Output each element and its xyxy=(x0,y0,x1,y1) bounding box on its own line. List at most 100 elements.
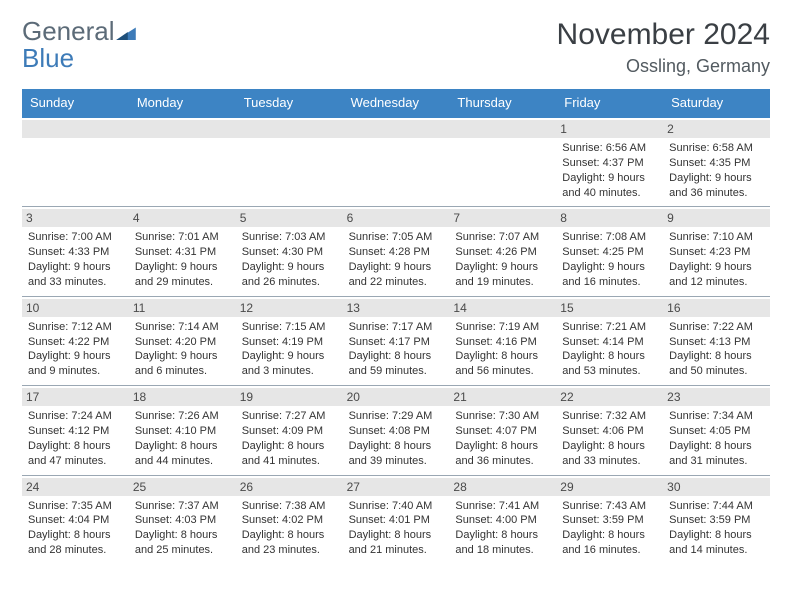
day-number: 12 xyxy=(236,299,343,317)
daylight-text-2: and 3 minutes. xyxy=(242,364,337,379)
sunset-text: Sunset: 4:17 PM xyxy=(349,335,444,350)
day-info: Sunrise: 7:14 AMSunset: 4:20 PMDaylight:… xyxy=(135,320,230,379)
empty-cell xyxy=(236,118,343,206)
day-header: Thursday xyxy=(449,89,556,116)
day-info: Sunrise: 7:30 AMSunset: 4:07 PMDaylight:… xyxy=(455,409,550,468)
day-cell: 3Sunrise: 7:00 AMSunset: 4:33 PMDaylight… xyxy=(22,207,129,295)
week-row: 1Sunrise: 6:56 AMSunset: 4:37 PMDaylight… xyxy=(22,118,770,207)
day-number: 7 xyxy=(449,209,556,227)
daylight-text-1: Daylight: 8 hours xyxy=(28,528,123,543)
sunset-text: Sunset: 4:00 PM xyxy=(455,513,550,528)
sunset-text: Sunset: 4:35 PM xyxy=(669,156,764,171)
daylight-text-1: Daylight: 8 hours xyxy=(242,439,337,454)
day-info: Sunrise: 7:10 AMSunset: 4:23 PMDaylight:… xyxy=(669,230,764,289)
day-number: 20 xyxy=(343,388,450,406)
day-info: Sunrise: 7:24 AMSunset: 4:12 PMDaylight:… xyxy=(28,409,123,468)
day-cell: 5Sunrise: 7:03 AMSunset: 4:30 PMDaylight… xyxy=(236,207,343,295)
day-cell: 11 Sunrise: 7:14 AMSunset: 4:20 PMDayligh… xyxy=(129,297,236,385)
day-number: 11 xyxy=(129,299,236,317)
daylight-text-2: and 56 minutes. xyxy=(455,364,550,379)
day-cell: 13 Sunrise: 7:17 AMSunset: 4:17 PMDayligh… xyxy=(343,297,450,385)
day-number: 24 xyxy=(22,478,129,496)
day-number: 23 xyxy=(663,388,770,406)
day-number: 3 xyxy=(22,209,129,227)
daylight-text-1: Daylight: 8 hours xyxy=(669,439,764,454)
empty-cell xyxy=(343,118,450,206)
daylight-text-1: Daylight: 9 hours xyxy=(28,349,123,364)
day-header: Monday xyxy=(129,89,236,116)
day-number: 29 xyxy=(556,478,663,496)
sunrise-text: Sunrise: 7:30 AM xyxy=(455,409,550,424)
day-number: 8 xyxy=(556,209,663,227)
daylight-text-1: Daylight: 9 hours xyxy=(135,260,230,275)
sunrise-text: Sunrise: 7:12 AM xyxy=(28,320,123,335)
empty-cell xyxy=(449,118,556,206)
day-cell: 1Sunrise: 6:56 AMSunset: 4:37 PMDaylight… xyxy=(556,118,663,206)
daylight-text-1: Daylight: 8 hours xyxy=(455,439,550,454)
sunrise-text: Sunrise: 6:58 AM xyxy=(669,141,764,156)
day-cell: 6Sunrise: 7:05 AMSunset: 4:28 PMDaylight… xyxy=(343,207,450,295)
day-number: 27 xyxy=(343,478,450,496)
day-info: Sunrise: 7:21 AMSunset: 4:14 PMDaylight:… xyxy=(562,320,657,379)
day-number: 10 xyxy=(22,299,129,317)
sunrise-text: Sunrise: 7:29 AM xyxy=(349,409,444,424)
daylight-text-2: and 33 minutes. xyxy=(562,454,657,469)
sunset-text: Sunset: 4:03 PM xyxy=(135,513,230,528)
logo-word-2: Blue xyxy=(22,43,74,73)
empty-daynum xyxy=(129,120,236,138)
daylight-text-1: Daylight: 9 hours xyxy=(242,260,337,275)
day-cell: 26Sunrise: 7:38 AMSunset: 4:02 PMDayligh… xyxy=(236,476,343,564)
day-number: 30 xyxy=(663,478,770,496)
day-number: 13 xyxy=(343,299,450,317)
sunset-text: Sunset: 4:08 PM xyxy=(349,424,444,439)
day-number: 22 xyxy=(556,388,663,406)
day-number: 5 xyxy=(236,209,343,227)
day-cell: 8Sunrise: 7:08 AMSunset: 4:25 PMDaylight… xyxy=(556,207,663,295)
day-cell: 22Sunrise: 7:32 AMSunset: 4:06 PMDayligh… xyxy=(556,386,663,474)
sunset-text: Sunset: 4:01 PM xyxy=(349,513,444,528)
sunset-text: Sunset: 4:37 PM xyxy=(562,156,657,171)
daylight-text-2: and 19 minutes. xyxy=(455,275,550,290)
sunrise-text: Sunrise: 7:34 AM xyxy=(669,409,764,424)
weeks-container: 1Sunrise: 6:56 AMSunset: 4:37 PMDaylight… xyxy=(22,118,770,564)
daylight-text-1: Daylight: 8 hours xyxy=(349,349,444,364)
daylight-text-2: and 39 minutes. xyxy=(349,454,444,469)
day-cell: 7Sunrise: 7:07 AMSunset: 4:26 PMDaylight… xyxy=(449,207,556,295)
empty-daynum xyxy=(449,120,556,138)
daylight-text-1: Daylight: 8 hours xyxy=(562,439,657,454)
daylight-text-2: and 36 minutes. xyxy=(669,186,764,201)
daylight-text-2: and 6 minutes. xyxy=(135,364,230,379)
daylight-text-2: and 31 minutes. xyxy=(669,454,764,469)
day-info: Sunrise: 7:38 AMSunset: 4:02 PMDaylight:… xyxy=(242,499,337,558)
location: Ossling, Germany xyxy=(557,56,770,77)
sunset-text: Sunset: 4:12 PM xyxy=(28,424,123,439)
sunrise-text: Sunrise: 7:15 AM xyxy=(242,320,337,335)
daylight-text-1: Daylight: 8 hours xyxy=(669,349,764,364)
day-cell: 14Sunrise: 7:19 AMSunset: 4:16 PMDayligh… xyxy=(449,297,556,385)
day-cell: 27Sunrise: 7:40 AMSunset: 4:01 PMDayligh… xyxy=(343,476,450,564)
day-header: Tuesday xyxy=(236,89,343,116)
day-number: 2 xyxy=(663,120,770,138)
daylight-text-2: and 28 minutes. xyxy=(28,543,123,558)
month-title: November 2024 xyxy=(557,18,770,52)
logo-word-1: General xyxy=(22,16,115,46)
sunrise-text: Sunrise: 7:05 AM xyxy=(349,230,444,245)
daylight-text-1: Daylight: 8 hours xyxy=(455,349,550,364)
daylight-text-2: and 59 minutes. xyxy=(349,364,444,379)
sunset-text: Sunset: 4:19 PM xyxy=(242,335,337,350)
sunrise-text: Sunrise: 7:10 AM xyxy=(669,230,764,245)
sunset-text: Sunset: 4:05 PM xyxy=(669,424,764,439)
daylight-text-1: Daylight: 9 hours xyxy=(242,349,337,364)
sunrise-text: Sunrise: 7:40 AM xyxy=(349,499,444,514)
sunrise-text: Sunrise: 7:03 AM xyxy=(242,230,337,245)
daylight-text-2: and 26 minutes. xyxy=(242,275,337,290)
sunset-text: Sunset: 4:10 PM xyxy=(135,424,230,439)
sunrise-text: Sunrise: 7:17 AM xyxy=(349,320,444,335)
sunset-text: Sunset: 4:20 PM xyxy=(135,335,230,350)
sunrise-text: Sunrise: 7:43 AM xyxy=(562,499,657,514)
daylight-text-1: Daylight: 9 hours xyxy=(562,171,657,186)
day-cell: 20Sunrise: 7:29 AMSunset: 4:08 PMDayligh… xyxy=(343,386,450,474)
sunrise-text: Sunrise: 7:22 AM xyxy=(669,320,764,335)
day-cell: 21Sunrise: 7:30 AMSunset: 4:07 PMDayligh… xyxy=(449,386,556,474)
day-header: Wednesday xyxy=(343,89,450,116)
